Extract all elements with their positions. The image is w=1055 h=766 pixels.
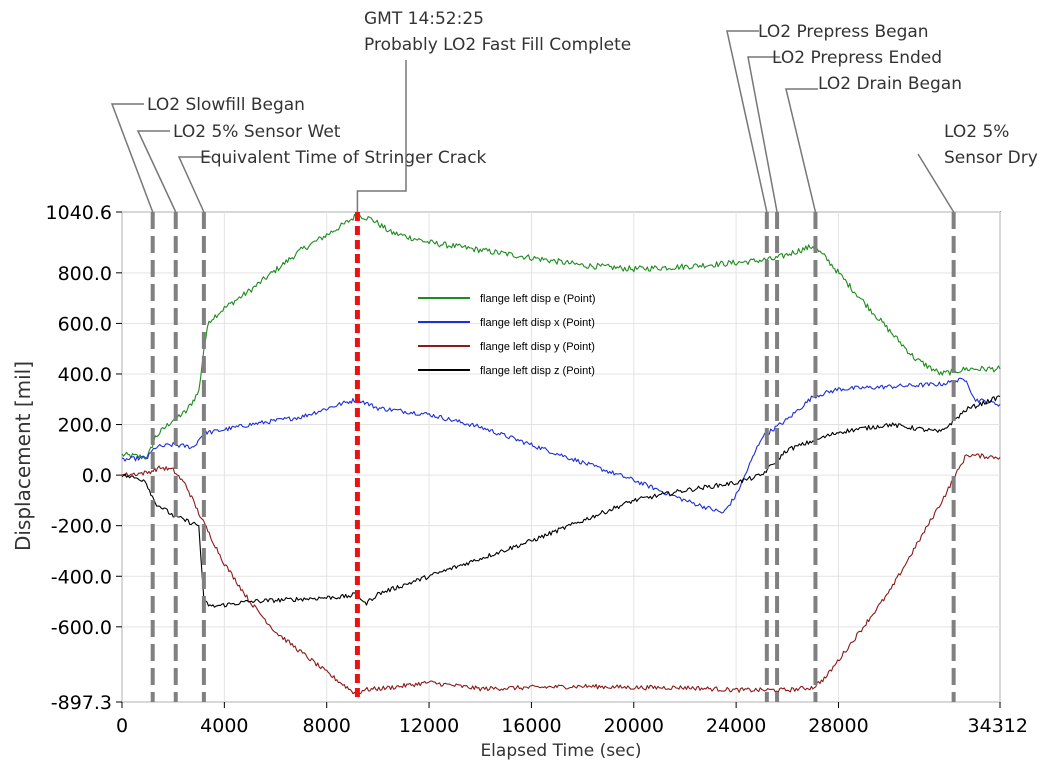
x-tick-label: 28000 xyxy=(808,715,868,737)
event-label: LO2 Prepress Ended xyxy=(772,48,942,68)
gridlines xyxy=(121,211,1001,703)
event-label: LO2 Prepress Began xyxy=(758,22,929,42)
x-tick-label: 0 xyxy=(116,715,128,737)
event-label: LO2 5% Sensor Dry xyxy=(944,122,1038,168)
x-tick-label: 20000 xyxy=(604,715,664,737)
plot-area xyxy=(121,211,1001,703)
y-axis-label: Displacement [mil] xyxy=(11,361,35,551)
y-tick-label: 600.0 xyxy=(58,313,112,335)
event-label: LO2 Slowfill Began xyxy=(147,95,305,115)
event-leader-line xyxy=(726,30,768,213)
series-line-3 xyxy=(121,453,1001,696)
y-axis: 1040.6 800.0 600.0 400.0 200.0 0.0 -200.0 -400.… xyxy=(46,202,122,714)
event-leader-line xyxy=(110,103,154,213)
event-markers: LO2 Slowfill Began LO2 5% Sensor Wet Equiv… xyxy=(110,9,1038,702)
event-label: LO2 Drain Began xyxy=(818,74,962,94)
event-leader-line xyxy=(917,153,955,213)
x-tick-label: 16000 xyxy=(501,715,561,737)
y-tick-label: -400.0 xyxy=(51,566,112,588)
x-tick-label: 34312 xyxy=(968,715,1028,737)
event-label: LO2 5% Sensor Wet xyxy=(173,122,341,142)
y-tick-label: 400.0 xyxy=(58,364,112,386)
y-tick-label: 1040.6 xyxy=(46,202,112,224)
event-label: GMT 14:52:25 Probably LO2 Fast Fill Compl… xyxy=(364,9,631,55)
series-lines xyxy=(121,213,1001,696)
legend-entry: flange left disp y (Point) xyxy=(480,341,595,353)
legend: flange left disp e (Point) flange left di… xyxy=(418,293,596,377)
event-leader-line xyxy=(785,88,818,213)
y-tick-label: -600.0 xyxy=(51,617,112,639)
event-label: Equivalent Time of Stringer Crack xyxy=(200,148,487,168)
legend-entry: flange left disp z (Point) xyxy=(480,365,595,377)
y-tick-label: 800.0 xyxy=(58,263,112,285)
x-axis-label: Elapsed Time (sec) xyxy=(480,741,641,761)
x-tick-label: 12000 xyxy=(399,715,459,737)
series-line-2 xyxy=(121,377,1001,514)
y-tick-label: -897.3 xyxy=(51,692,112,714)
event-leader-line xyxy=(747,56,780,213)
y-tick-label: 0.0 xyxy=(82,465,112,487)
y-tick-label: -200.0 xyxy=(51,516,112,538)
legend-entry: flange left disp x (Point) xyxy=(480,317,595,329)
series-line-4 xyxy=(121,395,1001,608)
event-leader-line xyxy=(177,156,211,213)
event-leader-line xyxy=(356,60,407,212)
x-tick-label: 24000 xyxy=(706,715,766,737)
x-axis: 0 4000 8000 12000 16000 20000 24000 28000 34312 xyxy=(116,702,1028,737)
x-tick-label: 4000 xyxy=(200,715,248,737)
y-tick-label: 200.0 xyxy=(58,415,112,437)
event-leader-line xyxy=(136,130,177,213)
legend-entry: flange left disp e (Point) xyxy=(480,293,596,305)
x-tick-label: 8000 xyxy=(303,715,351,737)
series-line-1 xyxy=(121,213,1001,460)
